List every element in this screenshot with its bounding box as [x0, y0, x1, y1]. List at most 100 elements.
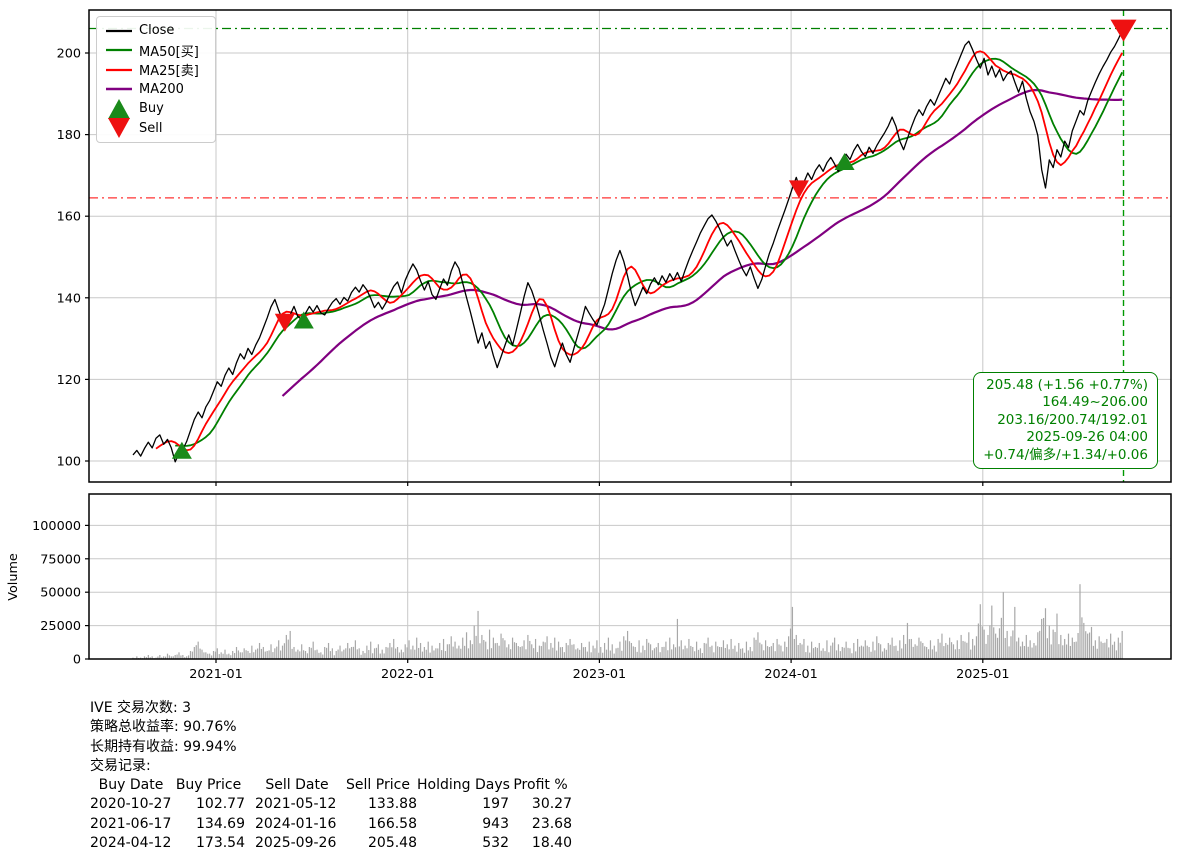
volume-bar	[1110, 633, 1112, 659]
volume-bar	[387, 647, 389, 659]
volume-bar	[479, 643, 481, 659]
volume-bar	[1060, 634, 1062, 659]
volume-bar	[498, 645, 500, 659]
volume-bar	[692, 646, 694, 659]
volume-bar	[855, 651, 857, 659]
volume-bar	[761, 644, 763, 659]
volume-bar	[1025, 634, 1027, 659]
trade-row: 2020-10-27 102.77 2021-05-12 133.88 197 30.27	[90, 795, 572, 814]
volume-bar	[1121, 630, 1123, 659]
volume-bar	[669, 637, 671, 659]
volume-bar	[456, 648, 458, 659]
volume-bar	[1108, 647, 1110, 659]
volume-bar	[554, 637, 556, 659]
volume-bar	[672, 644, 675, 659]
volume-bar	[573, 644, 575, 659]
volume-bar	[847, 647, 849, 659]
volume-bar	[807, 645, 809, 659]
volume-bar	[513, 642, 516, 659]
volume-bar	[849, 648, 851, 659]
volume-bar	[580, 642, 583, 659]
volume-bar	[995, 633, 997, 659]
volume-bar	[260, 648, 263, 659]
volume-bar	[1106, 638, 1108, 659]
volume-bar	[975, 636, 978, 659]
volume-bar	[876, 636, 878, 659]
volume-bar	[845, 641, 847, 659]
volume-bar	[749, 646, 751, 659]
volume-bar	[145, 657, 148, 659]
volume-bar	[857, 638, 859, 659]
volume-bar	[621, 650, 623, 659]
volume-bar	[949, 637, 951, 659]
volume-bar	[782, 651, 784, 659]
volume-bar	[960, 634, 962, 659]
volume-bar	[745, 641, 748, 659]
volume-bar	[719, 646, 721, 659]
close-line-icon	[103, 24, 135, 38]
volume-bar	[494, 643, 496, 659]
volume-bar	[1069, 645, 1071, 659]
price-tick-label: 100	[57, 455, 81, 470]
volume-bar	[362, 650, 364, 659]
volume-bar	[1085, 631, 1087, 659]
annotation-price-change: 205.48 (+1.56 +0.77%)	[986, 377, 1148, 393]
volume-bar	[233, 653, 236, 659]
volume-bar	[220, 652, 222, 659]
volume-bar	[264, 651, 266, 659]
volume-bar	[834, 637, 836, 659]
annotation-ma-values: 203.16/200.74/192.01	[997, 411, 1148, 428]
volume-bar	[648, 642, 650, 659]
volume-bar	[548, 649, 550, 659]
volume-bar	[1050, 644, 1052, 659]
x-tick-label: 2023-01	[573, 667, 626, 682]
volume-bar	[333, 655, 335, 659]
volume-bar	[853, 642, 855, 659]
volume-bar	[444, 651, 447, 659]
volume-bar	[791, 606, 794, 659]
volume-bar	[293, 646, 295, 659]
volume-bar	[1062, 645, 1064, 659]
volume-bar	[552, 647, 554, 659]
volume-bar	[508, 644, 510, 659]
volume-bar	[788, 636, 790, 659]
price-tick-label: 180	[57, 128, 81, 143]
volume-bar	[661, 646, 663, 659]
volume-bar	[504, 640, 506, 659]
volume-bar	[218, 654, 220, 659]
volume-bar	[609, 650, 611, 659]
annotation-indicators: +0.74/偏多/+1.34/+0.06	[983, 446, 1148, 463]
volume-tick-label: 100000	[32, 519, 81, 534]
trade-cell: 2020-10-27	[90, 796, 172, 813]
volume-bar	[924, 646, 926, 659]
volume-bar	[249, 652, 251, 659]
legend-item-ma25: MA25[卖]	[103, 60, 209, 80]
legend-label: Sell	[139, 120, 163, 136]
volume-bar	[281, 645, 284, 659]
sell-triangle-icon	[103, 117, 135, 139]
volume-bar	[308, 646, 310, 659]
volume-bar	[945, 642, 947, 659]
volume-bar	[477, 610, 479, 659]
volume-bar	[630, 642, 633, 659]
volume-bar	[538, 645, 540, 659]
volume-bar	[1067, 633, 1070, 659]
volume-bar	[1039, 630, 1041, 659]
volume-bar	[579, 649, 581, 659]
volume-bar	[703, 642, 705, 659]
volume-bar	[469, 640, 471, 659]
volume-bar	[136, 656, 138, 659]
volume-bar	[1081, 617, 1083, 659]
volume-bar	[193, 646, 195, 659]
price-panel-border	[88, 9, 1172, 483]
volume-bar	[770, 646, 772, 659]
volume-bar	[266, 650, 268, 659]
volume-bar	[1098, 636, 1100, 659]
volume-bar	[1090, 626, 1093, 659]
volume-bar	[257, 648, 259, 659]
volume-bar	[724, 648, 726, 659]
volume-bar	[527, 634, 529, 659]
trade-row: 2021-06-17 134.69 2024-01-16 166.58 943 23.68	[90, 815, 572, 834]
volume-bar	[212, 650, 215, 659]
volume-tick-label: 0	[73, 653, 81, 668]
